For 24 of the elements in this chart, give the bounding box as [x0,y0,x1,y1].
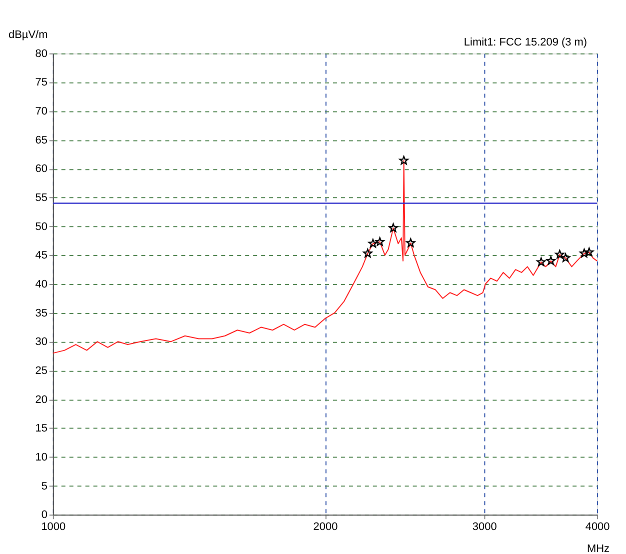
text: Limit1: FCC 15.209 (3 m) [464,36,588,48]
x-tick-label: 4000 [585,521,610,534]
y-tick-label: 75 [35,76,48,89]
x-tick-label: 3000 [472,521,497,534]
y-tick-label: 35 [35,307,48,320]
y-tick-label: 50 [35,220,48,233]
y-tick-label: 10 [35,451,48,464]
y-tick-label: 80 [35,48,48,60]
x-axis-title: MHz [586,543,610,554]
y-tick-label: 25 [35,364,48,377]
y-tick-label: 30 [35,336,48,348]
y-axis-title: dBµV/m [8,28,48,41]
y-tick-label: 0 [41,509,48,522]
y-tick-label: 45 [35,250,48,262]
y-tick-label: 60 [35,163,48,176]
y-tick-label: 5 [41,480,48,492]
y-tick-label: 55 [35,192,48,204]
y-tick-label: 65 [35,134,48,146]
y-tick-label: 20 [35,394,48,406]
y-tick-label: 70 [35,106,48,118]
y-tick-label: 15 [35,422,48,435]
y-tick-label: 40 [35,278,48,290]
x-tick-label: 2000 [313,521,338,534]
x-tick-label: 1000 [41,521,66,534]
